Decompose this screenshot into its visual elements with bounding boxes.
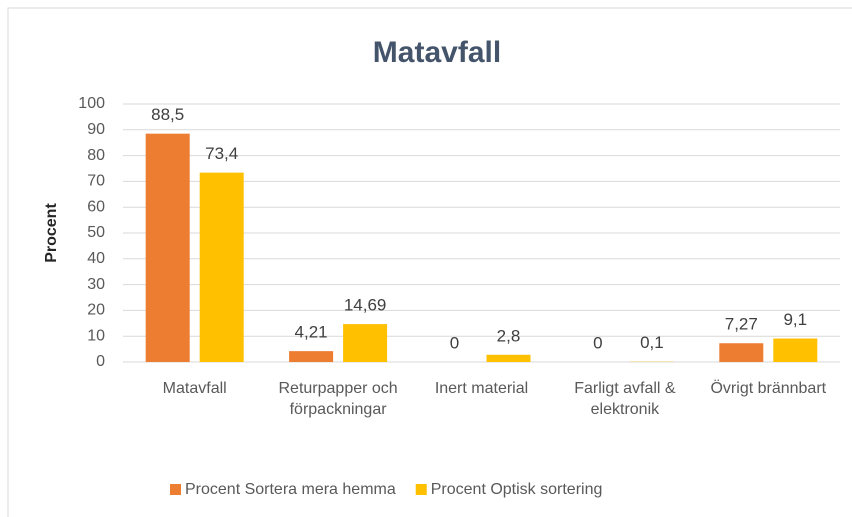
data-label: 4,21 bbox=[295, 323, 328, 342]
y-tick-label: 40 bbox=[87, 250, 105, 267]
y-tick-label: 0 bbox=[96, 353, 105, 370]
x-tick-label: Farligt avfall & elektronik bbox=[574, 380, 676, 418]
legend-label: Procent Optisk sortering bbox=[431, 481, 603, 498]
data-label: 0 bbox=[593, 333, 602, 352]
bar bbox=[343, 324, 388, 362]
x-tick-label: Returpapper och förpackningar bbox=[278, 380, 398, 418]
y-axis-label: Procent bbox=[43, 203, 60, 263]
bar bbox=[145, 133, 190, 362]
data-label: 73,4 bbox=[205, 144, 238, 163]
y-tick-label: 30 bbox=[87, 276, 105, 293]
x-tick-label: Övrigt brännbart bbox=[710, 380, 827, 397]
y-tick-label: 100 bbox=[78, 95, 105, 112]
data-label: 2,8 bbox=[497, 326, 521, 345]
x-tick-label: Inert material bbox=[434, 380, 529, 397]
data-label: 0 bbox=[450, 333, 459, 352]
chart-border bbox=[7, 7, 852, 517]
data-label: 0,1 bbox=[640, 333, 664, 352]
y-tick-label: 90 bbox=[87, 121, 105, 138]
legend-swatch bbox=[170, 484, 181, 495]
data-label: 88,5 bbox=[151, 105, 184, 124]
y-tick-label: 80 bbox=[87, 147, 105, 164]
legend-label: Procent Sortera mera hemma bbox=[185, 481, 396, 498]
bar bbox=[486, 354, 531, 362]
data-label: 7,27 bbox=[725, 315, 758, 334]
bar bbox=[719, 343, 764, 362]
x-tick-label: Matavfall bbox=[162, 380, 227, 397]
y-tick-label: 20 bbox=[87, 302, 105, 319]
chart-title: Matavfall bbox=[373, 36, 501, 69]
data-label: 14,69 bbox=[344, 296, 387, 315]
y-tick-label: 50 bbox=[87, 224, 105, 241]
y-tick-label: 70 bbox=[87, 173, 105, 190]
y-tick-label: 10 bbox=[87, 327, 105, 344]
bar bbox=[289, 351, 334, 362]
legend-swatch bbox=[415, 484, 427, 495]
bar bbox=[199, 172, 244, 362]
data-label: 9,1 bbox=[783, 310, 807, 329]
bar bbox=[773, 338, 818, 362]
y-tick-label: 60 bbox=[87, 198, 105, 215]
